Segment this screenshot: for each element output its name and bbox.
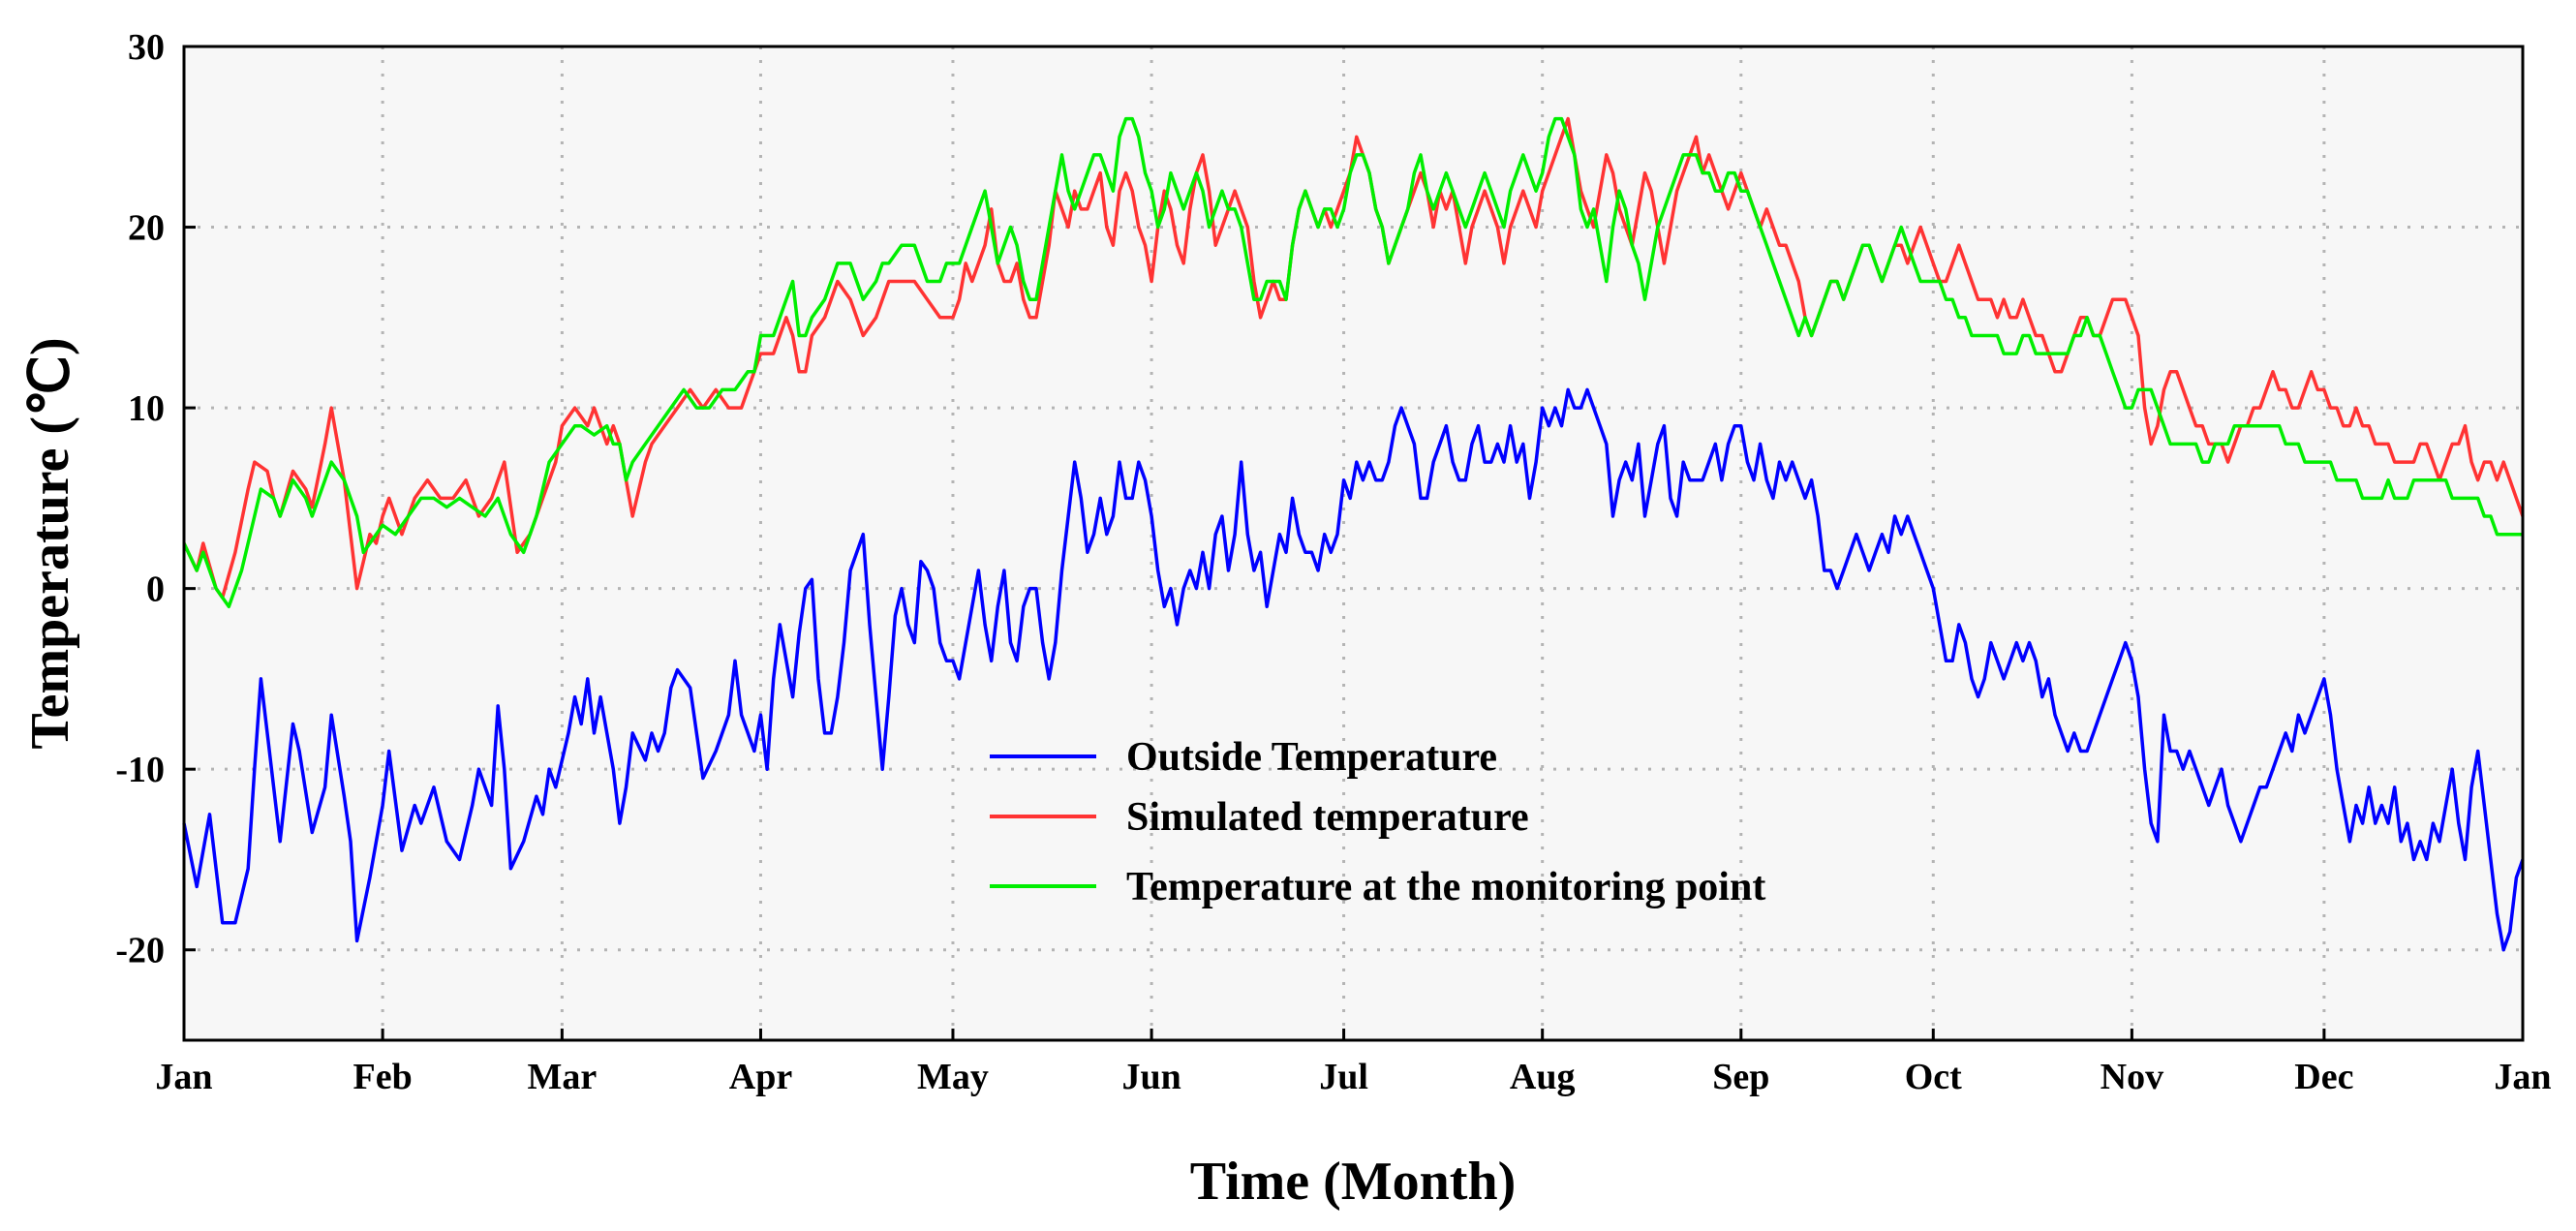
x-tick-label: May <box>917 1057 989 1097</box>
legend: Outside Temperature Simulated temperatur… <box>990 735 1765 909</box>
y-tick-label: 20 <box>128 208 165 249</box>
y-tick-label: -10 <box>115 750 165 790</box>
x-tick-label: Feb <box>353 1057 413 1097</box>
x-tick-label: Nov <box>2101 1057 2163 1097</box>
legend-label-monitoring: Temperature at the monitoring point <box>1126 865 1765 909</box>
y-tick-label: -20 <box>115 931 165 971</box>
x-tick-label: Oct <box>1905 1057 1962 1097</box>
grid <box>184 46 2523 1040</box>
series-line-monitoring-point-temperature <box>182 116 2523 609</box>
series-line-outside-temperature <box>182 387 2525 952</box>
series-line-simulated-temperature <box>182 116 2525 600</box>
y-tick-label: 30 <box>128 27 165 68</box>
x-axis-ticks: Jan Feb Mar Apr May Jun Jul Aug Sep Oct Nov Dec Jan <box>155 1029 2552 1097</box>
y-tick-label: 0 <box>146 569 165 610</box>
x-tick-label: Dec <box>2294 1057 2353 1097</box>
series-lines <box>182 116 2525 952</box>
x-tick-label: Aug <box>1510 1057 1576 1097</box>
x-axis-title: Time (Month) <box>1190 1152 1517 1212</box>
x-tick-label: Sep <box>1712 1057 1769 1097</box>
x-tick-label: Apr <box>729 1057 793 1097</box>
x-tick-label: Jan <box>2494 1057 2551 1097</box>
legend-label-outside: Outside Temperature <box>1126 735 1497 780</box>
legend-label-simulated: Simulated temperature <box>1126 795 1529 840</box>
x-tick-label: Jul <box>1319 1057 1368 1097</box>
x-tick-label: Mar <box>528 1057 598 1097</box>
plot-frame <box>182 45 2525 1042</box>
x-tick-label: Jun <box>1121 1057 1181 1097</box>
x-tick-label: Jan <box>155 1057 212 1097</box>
y-axis-ticks: 30 20 10 0 -10 -20 <box>115 27 196 971</box>
y-tick-label: 10 <box>128 388 165 429</box>
y-axis-title: Temperature (℃) <box>20 337 80 749</box>
